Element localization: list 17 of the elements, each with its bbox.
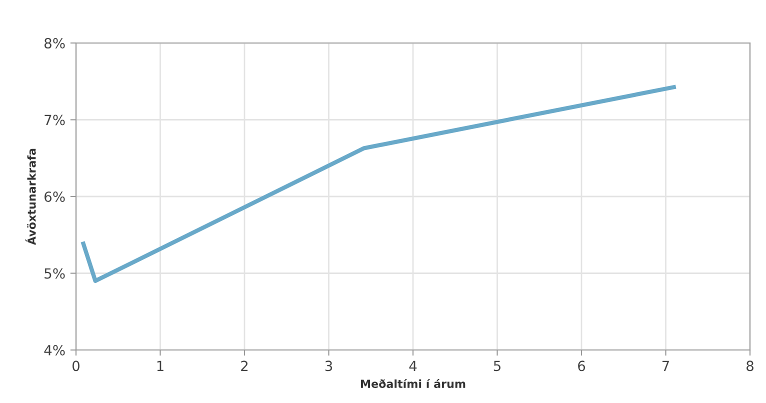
y-tick-label: 5%	[44, 268, 65, 279]
x-axis-title: Meðaltími í árum	[360, 378, 466, 388]
line-series	[80, 84, 678, 284]
y-tick-label: 8%	[44, 38, 65, 48]
y-tick-label: 7%	[44, 114, 65, 126]
x-tick-label: 2	[241, 360, 248, 371]
x-tick-label: 3	[325, 360, 332, 372]
y-tick-label: 6%	[44, 191, 65, 202]
x-tick-label: 5	[494, 360, 500, 372]
x-tick-label: 8	[746, 360, 754, 372]
x-tick-label: 1	[157, 360, 164, 371]
x-tick-label: 7	[662, 360, 669, 371]
y-tick-label: 4%	[44, 344, 65, 356]
x-tick-label: 4	[409, 360, 417, 371]
y-axis-title: Ávöxtunarkrafa	[25, 148, 36, 245]
x-tick-label: 0	[72, 360, 80, 372]
x-tick-label: 6	[578, 360, 586, 372]
